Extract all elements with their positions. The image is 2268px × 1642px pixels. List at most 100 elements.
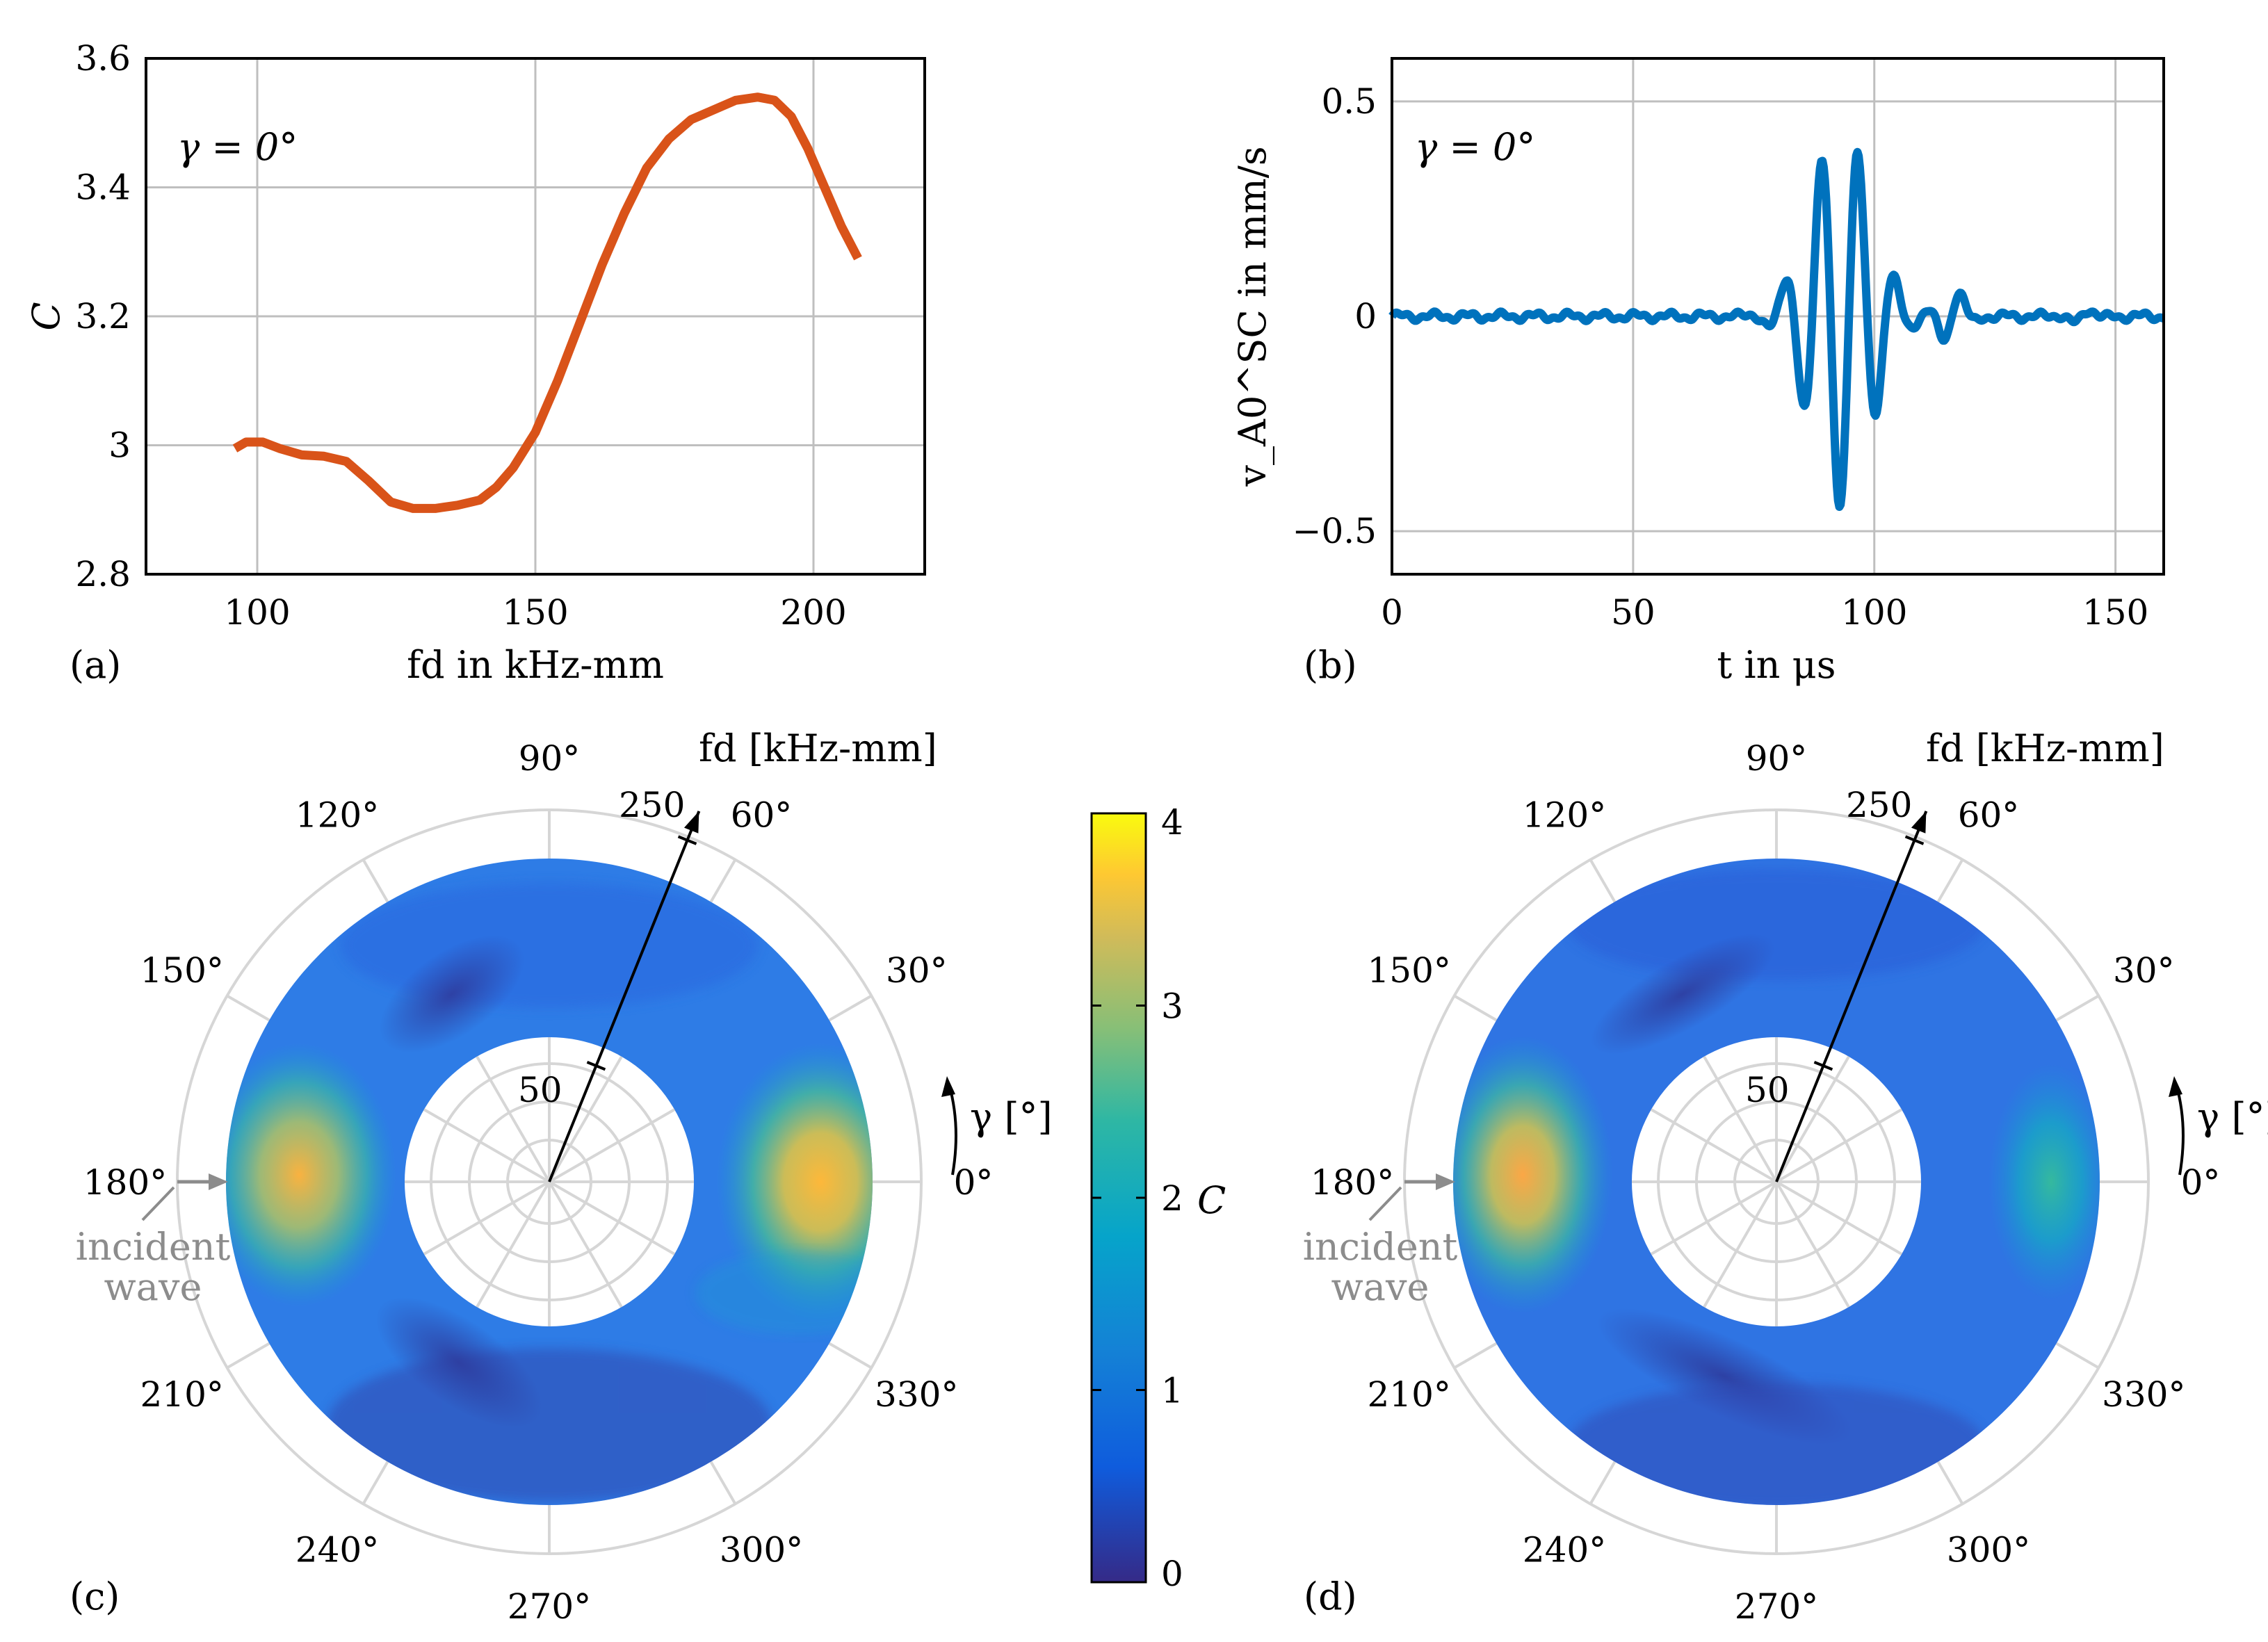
d-radius-axis — [1775, 811, 1928, 1182]
panel-d-shade-top — [1568, 869, 1985, 980]
d-angle-tick-210: 210° — [1368, 1374, 1451, 1415]
panel-d-angle-labels: 0° 30° 60° 90° 120° 150° 180° 210° 240° 270° 300° 3… — [1311, 738, 2221, 1627]
panel-b-axes-frame — [1391, 57, 2165, 576]
c-incident-leader — [141, 1186, 175, 1221]
c-spoke-300 — [709, 1461, 737, 1505]
d-incident-leader — [1368, 1186, 1402, 1221]
c-gamma-arc — [948, 1084, 957, 1176]
panel-b-ytick-2: 0.5 — [1321, 81, 1377, 122]
panel-c-dark-upper — [379, 935, 525, 1053]
panel-d-dark-upper — [1590, 934, 1775, 1055]
panel-c-hotspot-180deg — [226, 1043, 396, 1307]
panel-b-xtick-1: 50 — [1611, 592, 1655, 633]
panel-c-axis-markers — [141, 811, 957, 1221]
c-inner-spoke-120 — [476, 1055, 551, 1182]
panel-c-radius-tick-250: 250 — [619, 785, 685, 825]
d-incident-arrowhead — [1436, 1173, 1455, 1190]
panel-b-annotation: γ = 0° — [1415, 125, 1535, 169]
panel-a-xtick-2: 200 — [780, 592, 846, 633]
d-spoke-120 — [1589, 859, 1617, 903]
d-angle-tick-300: 300° — [1947, 1529, 2030, 1570]
d-spoke-330 — [2055, 1342, 2100, 1369]
c-angle-tick-90: 90° — [519, 738, 581, 779]
colorbar-tick-0: 0 — [1161, 1554, 1183, 1594]
panel-d-hotspot-0deg — [1988, 1064, 2100, 1300]
panel-a-xlabel: fd in kHz-mm — [407, 643, 664, 687]
panel-c-angle-axis-label: γ [°] — [970, 1095, 1053, 1139]
panel-c-inner-grid — [405, 1037, 694, 1326]
c-inner-spoke-300 — [548, 1181, 623, 1308]
c-inner-spoke-150 — [423, 1108, 550, 1183]
panel-a-xtick-1: 150 — [502, 592, 568, 633]
c-inner-spoke-330 — [549, 1180, 676, 1255]
panel-a-xtick-0: 100 — [224, 592, 290, 633]
d-inner-spoke-300 — [1775, 1181, 1850, 1308]
colorbar-tick-4: 4 — [1161, 802, 1183, 843]
panel-b-label: (b) — [1304, 643, 1357, 687]
c-inner-spoke-210 — [423, 1180, 550, 1255]
panel-b-xtick-2: 100 — [1841, 592, 1907, 633]
panel-a-chart: 100 150 200 2.8 3 3.2 3.4 3.6 γ = 0° fd in kHz… — [24, 38, 926, 687]
d-angle-tick-90: 90° — [1746, 738, 1808, 779]
panel-d-radius-tick-50: 50 — [1745, 1070, 1790, 1110]
panel-d-radius-label: fd [kHz-mm] — [1926, 726, 2164, 770]
panel-b-x-ticks: 0 50 100 150 — [1381, 592, 2148, 633]
panel-a-series-line — [232, 92, 862, 513]
c-spoke-210 — [226, 1342, 270, 1369]
panel-a-ytick-0: 2.8 — [75, 554, 131, 594]
d-inner-spoke-240 — [1703, 1181, 1778, 1308]
panel-a-ytick-2: 3.2 — [75, 296, 131, 336]
c-angle-tick-60: 60° — [731, 795, 793, 836]
c-radius-tickmark-1 — [677, 835, 697, 845]
panel-d-axis-markers — [1368, 811, 2185, 1221]
c-radius-tickmark-0 — [586, 1061, 606, 1071]
d-angle-tick-120: 120° — [1523, 795, 1606, 836]
d-inner-spoke-30 — [1776, 1108, 1903, 1183]
c-spoke-120 — [362, 859, 389, 903]
panel-c-incident-label-line2: wave — [104, 1265, 202, 1309]
panel-c-polar-heatmap: 0° 30° 60° 90° 120° 150° 180° 210° 240° 270° 300° 3… — [70, 726, 1053, 1627]
c-spoke-60 — [709, 859, 737, 903]
d-angle-tick-270: 270° — [1735, 1586, 1818, 1627]
panel-a-y-ticks: 2.8 3 3.2 3.4 3.6 — [75, 38, 131, 594]
panel-c-radius-label: fd [kHz-mm] — [699, 726, 937, 770]
panel-b-y-ticks: −0.5 0 0.5 — [1293, 81, 1377, 551]
c-angle-tick-120: 120° — [295, 795, 379, 836]
d-radius-arrowhead — [1911, 811, 1927, 834]
panel-d-polar-heatmap: 0° 30° 60° 90° 120° 150° 180° 210° 240° 270° 300° 3… — [1303, 726, 2268, 1627]
panel-c-dark-lower — [375, 1296, 542, 1429]
d-radius-tickmark-1 — [1904, 835, 1925, 845]
d-spoke-300 — [1936, 1461, 1964, 1505]
c-radius-axis — [548, 811, 701, 1182]
panel-d-hotspot-180deg — [1453, 1036, 1613, 1314]
panel-b-series-line — [1388, 147, 2167, 511]
panel-b-xtick-3: 150 — [2082, 592, 2148, 633]
d-angle-tick-60: 60° — [1958, 795, 2020, 836]
c-inner-spoke-30 — [549, 1108, 676, 1183]
panel-a-ylabel: C — [24, 302, 68, 330]
d-spoke-210 — [1453, 1342, 1498, 1369]
d-angle-tick-240: 240° — [1523, 1529, 1606, 1570]
c-spoke-30 — [828, 994, 873, 1022]
panel-b-ytick-1: 0 — [1354, 296, 1377, 336]
panel-c-radius-tick-50: 50 — [518, 1070, 562, 1110]
c-angle-tick-180: 180° — [83, 1162, 167, 1203]
panel-a-ytick-4: 3.6 — [75, 38, 131, 79]
c-inner-spoke-240 — [476, 1181, 551, 1308]
panel-d-incident-label-line2: wave — [1331, 1265, 1429, 1309]
c-inner-spoke-60 — [548, 1055, 623, 1182]
c-angle-tick-330: 330° — [875, 1374, 958, 1415]
panel-d-label: (d) — [1304, 1575, 1357, 1618]
panel-c-label: (c) — [70, 1575, 120, 1618]
d-angle-tick-330: 330° — [2102, 1374, 2185, 1415]
d-spoke-240 — [1589, 1461, 1617, 1505]
panel-a-label: (a) — [70, 643, 121, 687]
d-angle-tick-180: 180° — [1311, 1162, 1394, 1203]
d-inner-spoke-60 — [1775, 1055, 1850, 1182]
c-radius-arrowhead — [683, 811, 699, 834]
d-inner-spoke-150 — [1650, 1108, 1777, 1183]
c-gamma-arrowhead — [941, 1076, 955, 1097]
panel-c-shade-right-low — [695, 1251, 873, 1335]
colorbar-tick-3: 3 — [1161, 986, 1183, 1027]
c-angle-tick-30: 30° — [886, 950, 948, 991]
